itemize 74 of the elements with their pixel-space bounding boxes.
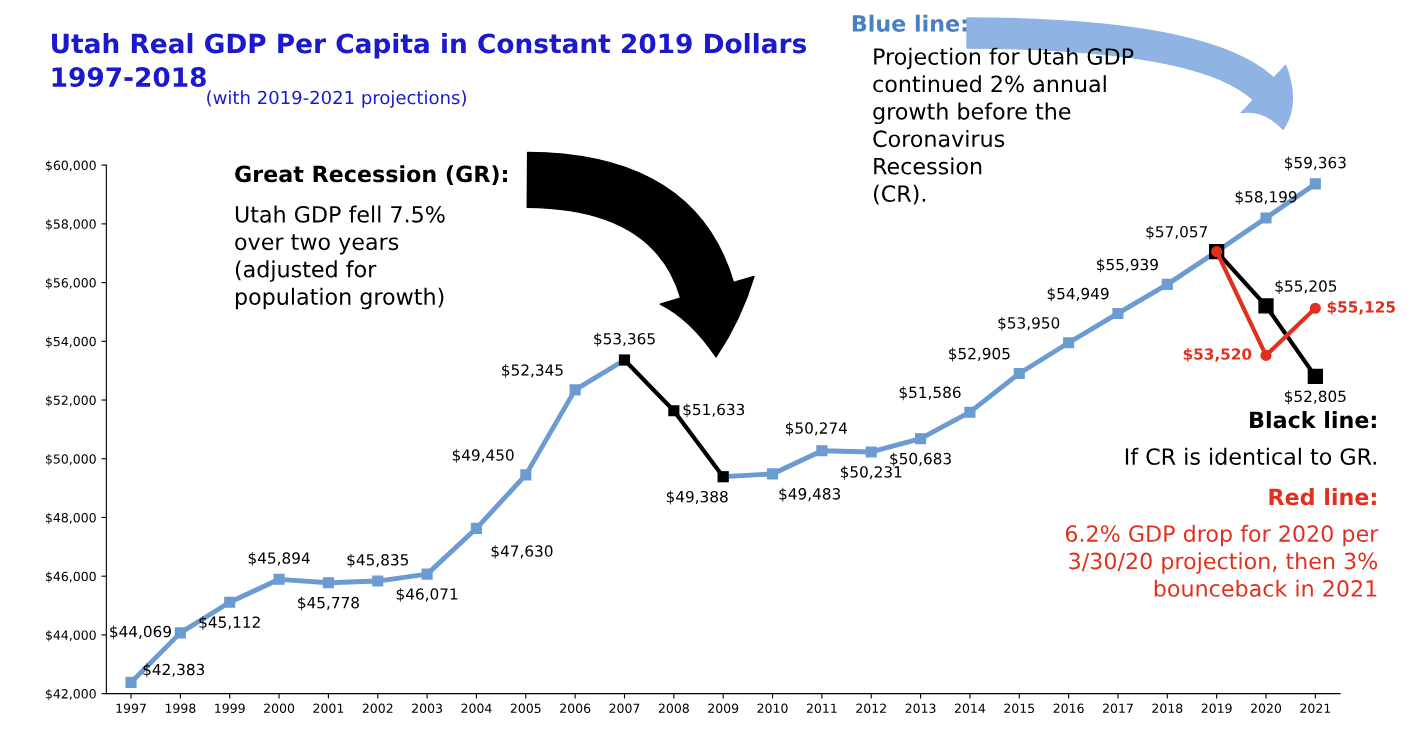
data-label: $50,274 [786,422,848,436]
data-label: $52,905 [949,347,1010,362]
x-tick-label: 1999 [215,703,245,714]
x-tick-label: 2019 [1201,703,1232,714]
x-tick-label: 2005 [510,703,541,714]
data-label: $53,520 [1183,348,1252,362]
data-label: $51,586 [899,386,961,401]
annotation: If CR is identical to GR. [1125,447,1376,465]
data-label: $42,383 [143,663,205,678]
data-label: $47,630 [491,545,553,559]
data-label: $45,112 [199,616,260,631]
annotation: Red line: [1269,488,1376,506]
annotation: Utah GDP fell 7.5% over two years (adjusted for population growth) [235,205,445,310]
data-label: $50,683 [890,452,951,467]
x-tick-label: 2021 [1300,703,1331,714]
data-label: $52,345 [502,364,563,378]
x-tick-label: 2016 [1053,703,1084,714]
data-label: $55,939 [1097,258,1158,273]
annotation: Black line: [1250,411,1376,429]
data-label: $49,450 [452,449,514,463]
y-tick-label: $46,000 [45,571,96,583]
text: Blue line: [852,14,967,32]
data-label: $58,199 [1235,190,1297,205]
x-tick-label: 2002 [362,703,393,714]
data-label: $59,363 [1285,156,1346,171]
data-label: $49,388 [666,490,728,505]
x-tick-label: 2009 [708,703,739,714]
x-tick-label: 2013 [905,703,936,714]
data-label: $45,778 [298,596,359,611]
annotation: 6.2% GDP drop for 2020 per 3/30/20 projection, then 3% bounceback in 2021 [1065,524,1379,597]
chart-title: Utah Real GDP Per Capita in Constant 2019 Dollars 1997-2018 [52,33,807,88]
x-tick-label: 2003 [412,703,443,714]
x-tick-label: 2017 [1102,703,1133,714]
x-tick-label: 2001 [313,703,344,714]
x-tick-label: 2006 [560,703,591,714]
data-label: $52,805 [1285,390,1346,405]
x-tick-label: 2012 [856,703,886,714]
data-label: $45,835 [347,553,409,568]
data-label: $53,950 [998,316,1060,331]
y-tick-label: $56,000 [45,277,96,290]
x-tick-label: 2015 [1004,703,1035,714]
annotation: Great Recession (GR): [235,165,507,185]
x-tick-label: 2020 [1251,703,1282,714]
data-label: $54,949 [1047,287,1109,302]
y-tick-label: $58,000 [45,219,96,231]
x-tick-label: 2004 [461,703,492,714]
data-label: $46,071 [396,587,458,602]
data-label: $55,125 [1327,300,1395,315]
y-tick-label: $42,000 [45,688,96,701]
data-label: $55,205 [1275,280,1337,294]
x-tick-label: 1998 [165,703,196,714]
y-tick-label: $54,000 [45,336,96,348]
x-tick-label: 2014 [954,703,986,714]
annotation: Projection for Utah GDP continued 2% annual growth before the Coronavirus Recession (CR). [873,47,1134,205]
y-tick-label: $50,000 [45,454,96,466]
data-label: $44,069 [110,625,171,640]
y-tick-label: $60,000 [45,160,96,172]
x-tick-label: 2000 [264,703,295,714]
x-tick-label: 2011 [806,703,837,714]
data-label: $57,057 [1146,225,1207,240]
data-label: $45,894 [248,552,310,566]
x-tick-label: 2018 [1152,703,1183,714]
y-tick-label: $52,000 [45,395,96,407]
x-tick-label: 2007 [609,703,640,714]
data-label: $49,483 [779,487,841,502]
data-label: $50,231 [840,465,902,480]
data-label: $51,633 [683,403,745,418]
x-tick-label: 2008 [658,703,689,714]
x-tick-label: 1997 [116,703,146,714]
chart-subtitle: (with 2019-2021 projections) [207,90,466,108]
y-tick-label: $48,000 [45,512,96,525]
data-label: $53,365 [594,332,655,347]
x-tick-label: 2010 [757,703,788,714]
y-tick-label: $44,000 [45,630,96,642]
